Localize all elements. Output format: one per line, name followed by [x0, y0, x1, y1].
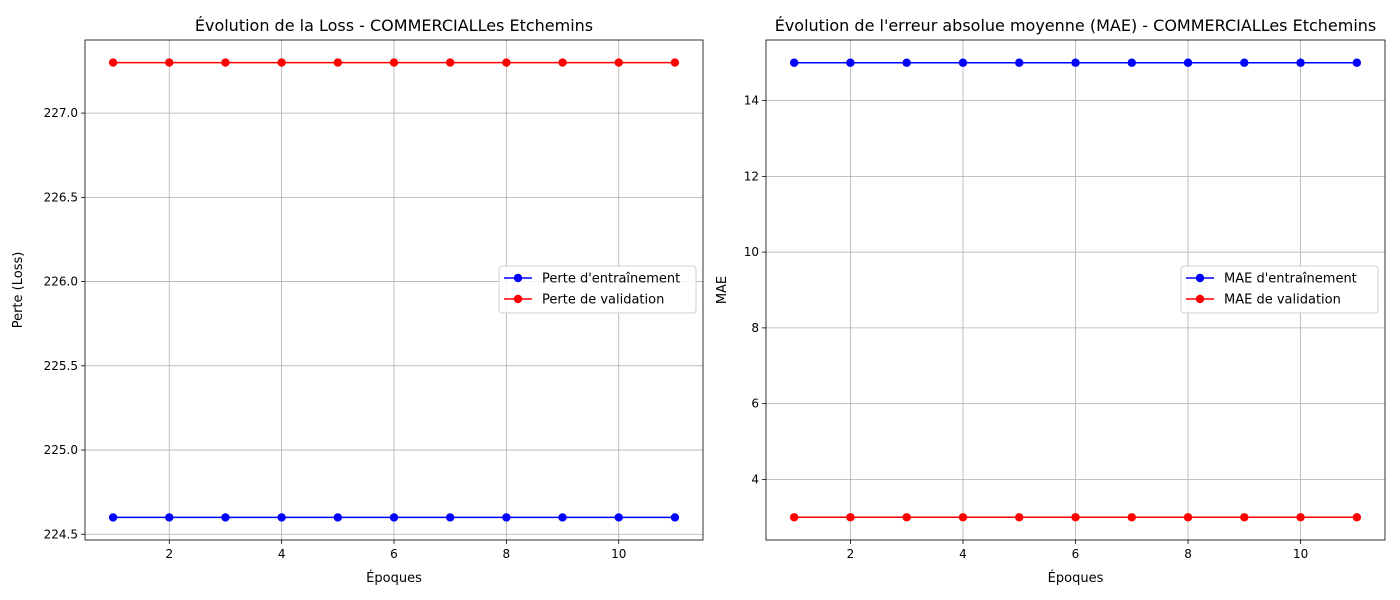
data-point — [1240, 58, 1249, 67]
legend-label: MAE de validation — [1224, 293, 1341, 308]
data-point — [789, 58, 799, 67]
data-point — [1015, 513, 1024, 522]
data-point — [1240, 513, 1249, 522]
chart-title: Évolution de l'erreur absolue moyenne (M… — [775, 16, 1377, 35]
data-point — [1296, 58, 1305, 67]
x-tick-label: 10 — [1293, 547, 1308, 561]
data-point — [670, 58, 680, 67]
data-point — [846, 58, 855, 67]
y-axis-label: MAE — [715, 276, 730, 304]
data-point — [277, 58, 286, 67]
legend: Perte d'entraînement Perte de validation — [498, 265, 697, 314]
data-point — [958, 513, 968, 522]
legend-label: Perte d'entraînement — [542, 272, 680, 287]
x-tick-label: 2 — [165, 547, 173, 561]
data-point — [165, 58, 174, 67]
data-point — [558, 513, 567, 522]
x-tick-label: 6 — [1072, 547, 1080, 561]
data-point — [789, 513, 799, 522]
data-point — [846, 513, 855, 522]
y-tick-label: 4 — [751, 472, 759, 486]
data-point — [670, 513, 680, 522]
data-point — [502, 513, 511, 522]
data-point — [165, 513, 174, 522]
series-2 — [789, 513, 1362, 522]
data-point — [1015, 58, 1024, 67]
x-tick-label: 8 — [1184, 547, 1192, 561]
series-2 — [108, 58, 680, 67]
legend-marker — [513, 294, 523, 304]
series-1 — [108, 513, 680, 522]
data-point — [221, 58, 230, 67]
y-tick-label: 10 — [744, 245, 759, 259]
data-point — [221, 513, 230, 522]
data-point — [902, 513, 911, 522]
y-axis-label: Perte (Loss) — [11, 252, 26, 329]
data-point — [389, 58, 399, 67]
data-point — [1071, 513, 1080, 522]
series-1 — [789, 58, 1362, 67]
data-point — [614, 513, 623, 522]
data-point — [333, 58, 343, 67]
data-point — [108, 513, 118, 522]
data-point — [1183, 513, 1193, 522]
y-tick-label: 12 — [744, 169, 759, 183]
x-tick-label: 4 — [278, 547, 286, 561]
y-tick-label: 225.0 — [44, 443, 78, 457]
data-point — [614, 58, 623, 67]
data-point — [558, 58, 567, 67]
data-point — [445, 513, 455, 522]
y-tick-label: 8 — [751, 321, 759, 335]
legend-label: MAE d'entraînement — [1224, 272, 1357, 287]
data-point — [333, 513, 343, 522]
x-tick-label: 8 — [503, 547, 511, 561]
data-point — [277, 513, 286, 522]
x-axis-label: Époques — [1048, 570, 1104, 586]
legend-marker — [1195, 294, 1205, 304]
legend-label: Perte de validation — [542, 293, 664, 308]
data-point — [389, 513, 399, 522]
data-point — [1071, 58, 1080, 67]
data-point — [1352, 58, 1362, 67]
legend-box — [1180, 265, 1379, 314]
chart-title: Évolution de la Loss - COMMERCIALLes Etc… — [195, 16, 593, 35]
x-axis-label: Époques — [366, 570, 422, 586]
legend-box — [498, 265, 697, 314]
data-point — [108, 58, 118, 67]
data-point — [958, 58, 968, 67]
data-point — [1127, 513, 1136, 522]
data-point — [1352, 513, 1362, 522]
x-tick-label: 6 — [390, 547, 398, 561]
y-tick-label: 225.5 — [44, 359, 78, 373]
data-point — [445, 58, 455, 67]
y-tick-label: 14 — [744, 94, 759, 108]
data-point — [1183, 58, 1193, 67]
x-tick-label: 2 — [847, 547, 855, 561]
y-tick-label: 224.5 — [44, 527, 78, 541]
chart-2: 2 4 6 8 10 4 6 8 10 12 14 Évolution de l'erreur abs… — [715, 16, 1386, 586]
data-point — [502, 58, 511, 67]
data-point — [1127, 58, 1136, 67]
x-tick-label: 10 — [611, 547, 626, 561]
y-tick-label: 6 — [751, 397, 759, 411]
legend-marker — [1195, 273, 1205, 283]
y-tick-label: 226.0 — [44, 275, 78, 289]
data-point — [1296, 513, 1305, 522]
y-tick-label: 227.0 — [44, 106, 78, 120]
legend: MAE d'entraînement MAE de validation — [1180, 265, 1379, 314]
data-point — [902, 58, 911, 67]
x-tick-label: 4 — [959, 547, 967, 561]
chart-1: 2 4 6 8 10 224.5 225.0 225.5 226.0 226.5 227.0 Évol… — [11, 16, 704, 586]
y-tick-label: 226.5 — [44, 190, 78, 204]
legend-marker — [513, 273, 523, 283]
